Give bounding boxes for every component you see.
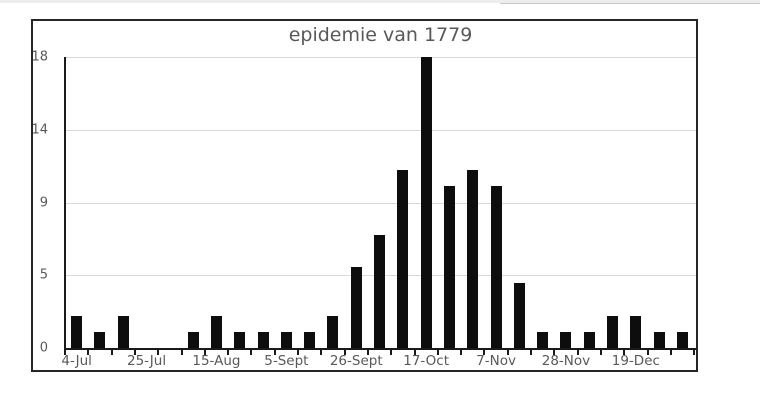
bar bbox=[304, 332, 316, 348]
bar bbox=[257, 332, 269, 348]
x-axis-tick bbox=[646, 348, 649, 355]
x-axis-tick bbox=[203, 348, 206, 355]
x-axis-tick-label: 15-Aug bbox=[192, 353, 241, 369]
x-axis-tick bbox=[133, 348, 136, 355]
x-axis-tick bbox=[693, 348, 696, 355]
bar-chart: epidemie van 1779 0 5 9 14 18 4-Jul 25-Jul 15-A… bbox=[31, 19, 698, 372]
x-axis-tick bbox=[273, 348, 276, 355]
x-axis-tick-label: 19-Dec bbox=[611, 353, 660, 369]
bar bbox=[537, 332, 549, 348]
x-axis-tick bbox=[599, 348, 602, 355]
x-axis-tick bbox=[390, 348, 393, 355]
y-axis-tick-label: 14 bbox=[31, 122, 48, 138]
x-axis-tick-label: 17-Oct bbox=[403, 353, 450, 369]
bar bbox=[676, 332, 688, 348]
x-axis-tick bbox=[180, 348, 183, 355]
x-axis-tick bbox=[669, 348, 672, 355]
bar bbox=[234, 332, 246, 348]
y-axis-tick-label: 0 bbox=[39, 340, 48, 356]
bar bbox=[443, 186, 455, 348]
bar bbox=[94, 332, 106, 348]
x-axis-tick-label: 25-Jul bbox=[127, 353, 167, 369]
bar bbox=[583, 332, 595, 348]
bar bbox=[350, 267, 362, 348]
x-axis-tick bbox=[576, 348, 579, 355]
x-axis-tick bbox=[623, 348, 626, 355]
bar bbox=[490, 186, 502, 348]
gridline bbox=[66, 202, 696, 204]
x-axis-tick-label: 4-Jul bbox=[61, 353, 92, 369]
bar bbox=[513, 283, 525, 348]
y-axis-line bbox=[64, 57, 66, 350]
y-axis-tick-label: 5 bbox=[39, 267, 48, 283]
top-edge-line bbox=[500, 3, 760, 4]
top-edge-artifact bbox=[0, 0, 760, 3]
gridline bbox=[66, 57, 696, 58]
bar bbox=[653, 332, 665, 348]
x-axis-tick bbox=[553, 348, 556, 355]
x-axis-tick bbox=[157, 348, 160, 355]
x-axis-tick bbox=[460, 348, 463, 355]
gridline bbox=[66, 129, 696, 131]
bar bbox=[420, 57, 432, 348]
chart-title: epidemie van 1779 bbox=[288, 24, 473, 46]
x-axis-tick bbox=[506, 348, 509, 355]
x-axis-tick bbox=[343, 348, 346, 355]
x-axis-tick bbox=[227, 348, 230, 355]
x-axis-tick bbox=[320, 348, 323, 355]
x-axis-tick bbox=[483, 348, 486, 355]
bar bbox=[280, 332, 292, 348]
bar bbox=[117, 316, 129, 348]
x-axis-tick bbox=[530, 348, 532, 355]
x-axis-tick-label: 26-Sept bbox=[329, 353, 383, 369]
x-axis-tick-label: 5-Sept bbox=[264, 353, 309, 369]
bar bbox=[374, 235, 386, 348]
x-axis-tick bbox=[366, 348, 369, 355]
bar bbox=[210, 316, 222, 348]
y-axis-tick-label: 18 bbox=[31, 49, 48, 65]
x-axis-tick-label: 28-Nov bbox=[541, 353, 591, 369]
bar bbox=[327, 316, 339, 348]
x-axis-tick bbox=[413, 348, 416, 355]
x-axis-tick bbox=[250, 348, 253, 355]
x-axis-line bbox=[64, 348, 696, 350]
bar bbox=[560, 332, 572, 348]
bar bbox=[397, 170, 409, 348]
bar bbox=[467, 170, 479, 348]
x-axis-tick bbox=[297, 348, 299, 355]
x-axis-tick bbox=[110, 348, 113, 355]
bar bbox=[607, 316, 619, 348]
y-axis-tick-label: 9 bbox=[39, 195, 48, 210]
bar bbox=[71, 316, 83, 348]
x-axis-tick bbox=[436, 348, 439, 355]
plot-area: 0 5 9 14 18 4-Jul 25-Jul 15-Aug 5-Sept 26-Sept 17-… bbox=[31, 21, 696, 370]
bar bbox=[630, 316, 642, 348]
bar bbox=[187, 332, 199, 348]
x-axis-tick bbox=[64, 348, 66, 355]
x-axis-tick-label: 7-Nov bbox=[476, 353, 516, 369]
x-axis-tick bbox=[87, 348, 90, 355]
